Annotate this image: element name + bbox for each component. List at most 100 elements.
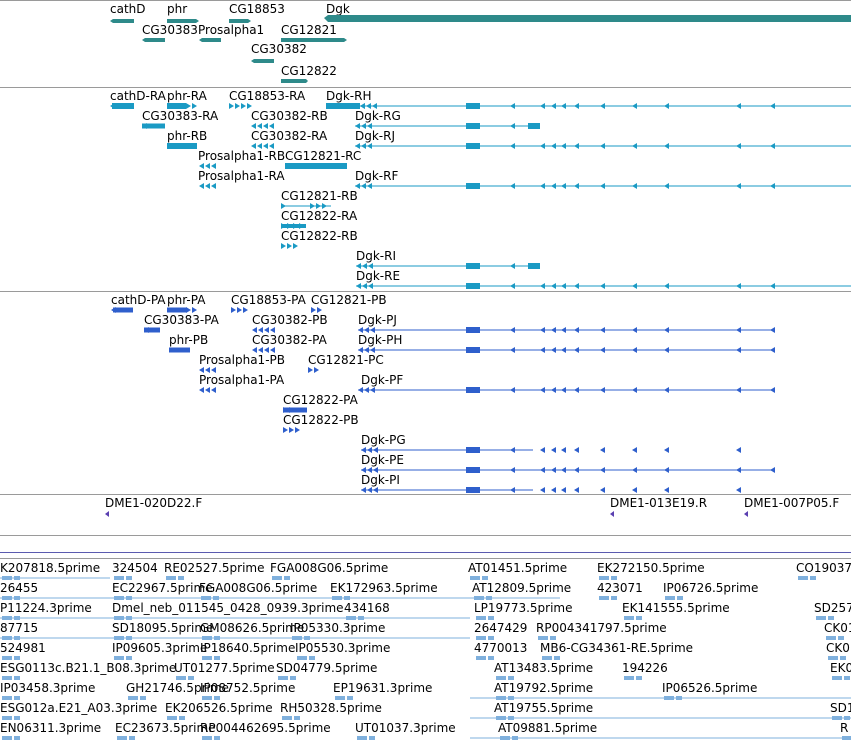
est-label[interactable]: SD1 <box>830 701 851 715</box>
protein-label[interactable]: CG30382-PA <box>252 333 327 347</box>
transcript-label[interactable]: CG12821-RC <box>285 149 362 163</box>
est-label[interactable]: 324504 <box>112 561 158 575</box>
est-label[interactable]: Dmel_neb_011545_0428_0939.3prime <box>112 601 344 615</box>
est-label[interactable]: MB6-CG34361-RE.5prime <box>540 641 694 655</box>
protein-label[interactable]: Prosalpha1-PA <box>199 373 285 387</box>
gene-label[interactable]: Dgk <box>326 2 350 16</box>
est-label[interactable]: EK0 <box>830 661 851 675</box>
clone-label[interactable]: DME1-007P05.F <box>744 496 840 510</box>
transcript-label[interactable]: CG12822-RA <box>281 209 358 223</box>
protein-label[interactable]: CG12822-PA <box>283 393 358 407</box>
protein-label[interactable]: CG12821-PC <box>308 353 384 367</box>
protein-label[interactable]: Prosalpha1-PB <box>199 353 285 367</box>
est-label[interactable]: IP05530.3prime <box>295 641 391 655</box>
est-label[interactable]: 87715 <box>0 621 39 635</box>
est-label[interactable]: IP09605.3prime <box>112 641 208 655</box>
est-label[interactable]: 524981 <box>0 641 46 655</box>
est-label[interactable]: CK0 <box>826 641 850 655</box>
est-label[interactable]: RH50328.5prime <box>280 701 382 715</box>
gene-label[interactable]: CG30382 <box>251 42 307 56</box>
est-label[interactable]: 4770013 <box>474 641 528 655</box>
protein-label[interactable]: Dgk-PG <box>361 433 406 447</box>
est-label[interactable]: CK01 <box>824 621 851 635</box>
protein-label[interactable]: CG30382-PB <box>252 313 328 327</box>
clone-label[interactable]: DME1-020D22.F <box>105 496 203 510</box>
est-label[interactable]: FGA008G06.5prime <box>199 581 318 595</box>
est-label[interactable]: EC23673.5prime <box>115 721 216 735</box>
est-label[interactable]: EP19631.3prime <box>333 681 433 695</box>
protein-label[interactable]: Dgk-PH <box>358 333 403 347</box>
protein-label[interactable]: Dgk-PF <box>361 373 404 387</box>
est-label[interactable]: IP03458.3prime <box>0 681 96 695</box>
est-label[interactable]: 423071 <box>597 581 643 595</box>
gene-label[interactable]: CG12821 <box>281 23 337 37</box>
est-label[interactable]: IP08752.5prime <box>200 681 296 695</box>
est-label[interactable]: UT01037.3prime <box>355 721 456 735</box>
protein-label[interactable]: CG30383-PA <box>144 313 219 327</box>
transcript-label[interactable]: CG30382-RA <box>251 129 328 143</box>
transcript-label[interactable]: phr-RB <box>167 129 208 143</box>
transcript-label[interactable]: Dgk-RH <box>326 89 372 103</box>
clone-label[interactable]: DME1-013E19.R <box>610 496 708 510</box>
transcript-label[interactable]: cathD-RA <box>110 89 166 103</box>
est-label[interactable]: AT01451.5prime <box>468 561 568 575</box>
protein-label[interactable]: Dgk-PE <box>361 453 404 467</box>
gene-label[interactable]: CG30383 <box>142 23 198 37</box>
transcript-label[interactable]: CG30382-RB <box>251 109 328 123</box>
est-label[interactable]: AT09881.5prime <box>498 721 598 735</box>
est-label[interactable]: AT12809.5prime <box>472 581 572 595</box>
est-label[interactable]: R <box>840 721 849 735</box>
transcript-label[interactable]: Prosalpha1-RB <box>198 149 286 163</box>
protein-label[interactable]: phr-PB <box>169 333 209 347</box>
est-label[interactable]: ESG012a.E21_A03.3prime <box>0 701 158 715</box>
est-label[interactable]: AT13483.5prime <box>494 661 594 675</box>
est-label[interactable]: EK141555.5prime <box>622 601 730 615</box>
est-label[interactable]: EK272150.5prime <box>597 561 705 575</box>
est-label[interactable]: UT01277.5prime <box>174 661 275 675</box>
est-label[interactable]: AT19792.5prime <box>494 681 594 695</box>
protein-label[interactable]: phr-PA <box>167 293 206 307</box>
gene-label[interactable]: Prosalpha1 <box>198 23 265 37</box>
est-label[interactable]: SD04779.5prime <box>276 661 378 675</box>
est-label[interactable]: 26455 <box>0 581 39 595</box>
transcript-label[interactable]: phr-RA <box>167 89 207 103</box>
gene-label[interactable]: CG18853 <box>229 2 285 16</box>
est-label[interactable]: GM08626.5prime <box>200 621 305 635</box>
protein-label[interactable]: cathD-PA <box>111 293 166 307</box>
est-label[interactable]: EK206526.5prime <box>165 701 273 715</box>
transcript-label[interactable]: Dgk-RF <box>355 169 399 183</box>
gene-label[interactable]: cathD <box>110 2 146 16</box>
est-label[interactable]: RE02527.5prime <box>164 561 265 575</box>
est-label[interactable]: IP18640.5prime <box>200 641 296 655</box>
est-label[interactable]: AT19755.5prime <box>494 701 594 715</box>
est-label[interactable]: 2647429 <box>474 621 528 635</box>
protein-label[interactable]: Dgk-PJ <box>358 313 397 327</box>
est-label[interactable]: IP05330.3prime <box>290 621 386 635</box>
protein-label[interactable]: Dgk-PI <box>361 473 400 487</box>
protein-label[interactable]: CG12821-PB <box>311 293 387 307</box>
est-label[interactable]: IP06726.5prime <box>663 581 759 595</box>
est-label[interactable]: EN06311.3prime <box>0 721 102 735</box>
transcript-label[interactable]: Dgk-RI <box>356 249 397 263</box>
gene-label[interactable]: phr <box>167 2 188 16</box>
transcript-label[interactable]: Prosalpha1-RA <box>198 169 285 183</box>
est-label[interactable]: EK172963.5prime <box>330 581 438 595</box>
est-label[interactable]: EC22967.5prime <box>112 581 213 595</box>
est-label[interactable]: 434168 <box>344 601 390 615</box>
est-label[interactable]: IP06526.5prime <box>662 681 758 695</box>
est-label[interactable]: SD257 <box>814 601 851 615</box>
transcript-label[interactable]: Dgk-RG <box>355 109 401 123</box>
est-label[interactable]: RP004462695.5prime <box>200 721 331 735</box>
transcript-label[interactable]: Dgk-RE <box>356 269 401 283</box>
est-label[interactable]: GH21746.5prime <box>126 681 229 695</box>
est-label[interactable]: CO19037 <box>796 561 851 575</box>
est-label[interactable]: K207818.5prime <box>0 561 101 575</box>
transcript-label[interactable]: CG30383-RA <box>142 109 219 123</box>
transcript-label[interactable]: CG12821-RB <box>281 189 358 203</box>
protein-label[interactable]: CG12822-PB <box>283 413 359 427</box>
transcript-label[interactable]: Dgk-RJ <box>355 129 396 143</box>
transcript-label[interactable]: CG18853-RA <box>229 89 306 103</box>
est-label[interactable]: P11224.3prime <box>0 601 92 615</box>
est-label[interactable]: SD18095.5prime <box>112 621 214 635</box>
est-label[interactable]: LP19773.5prime <box>474 601 573 615</box>
